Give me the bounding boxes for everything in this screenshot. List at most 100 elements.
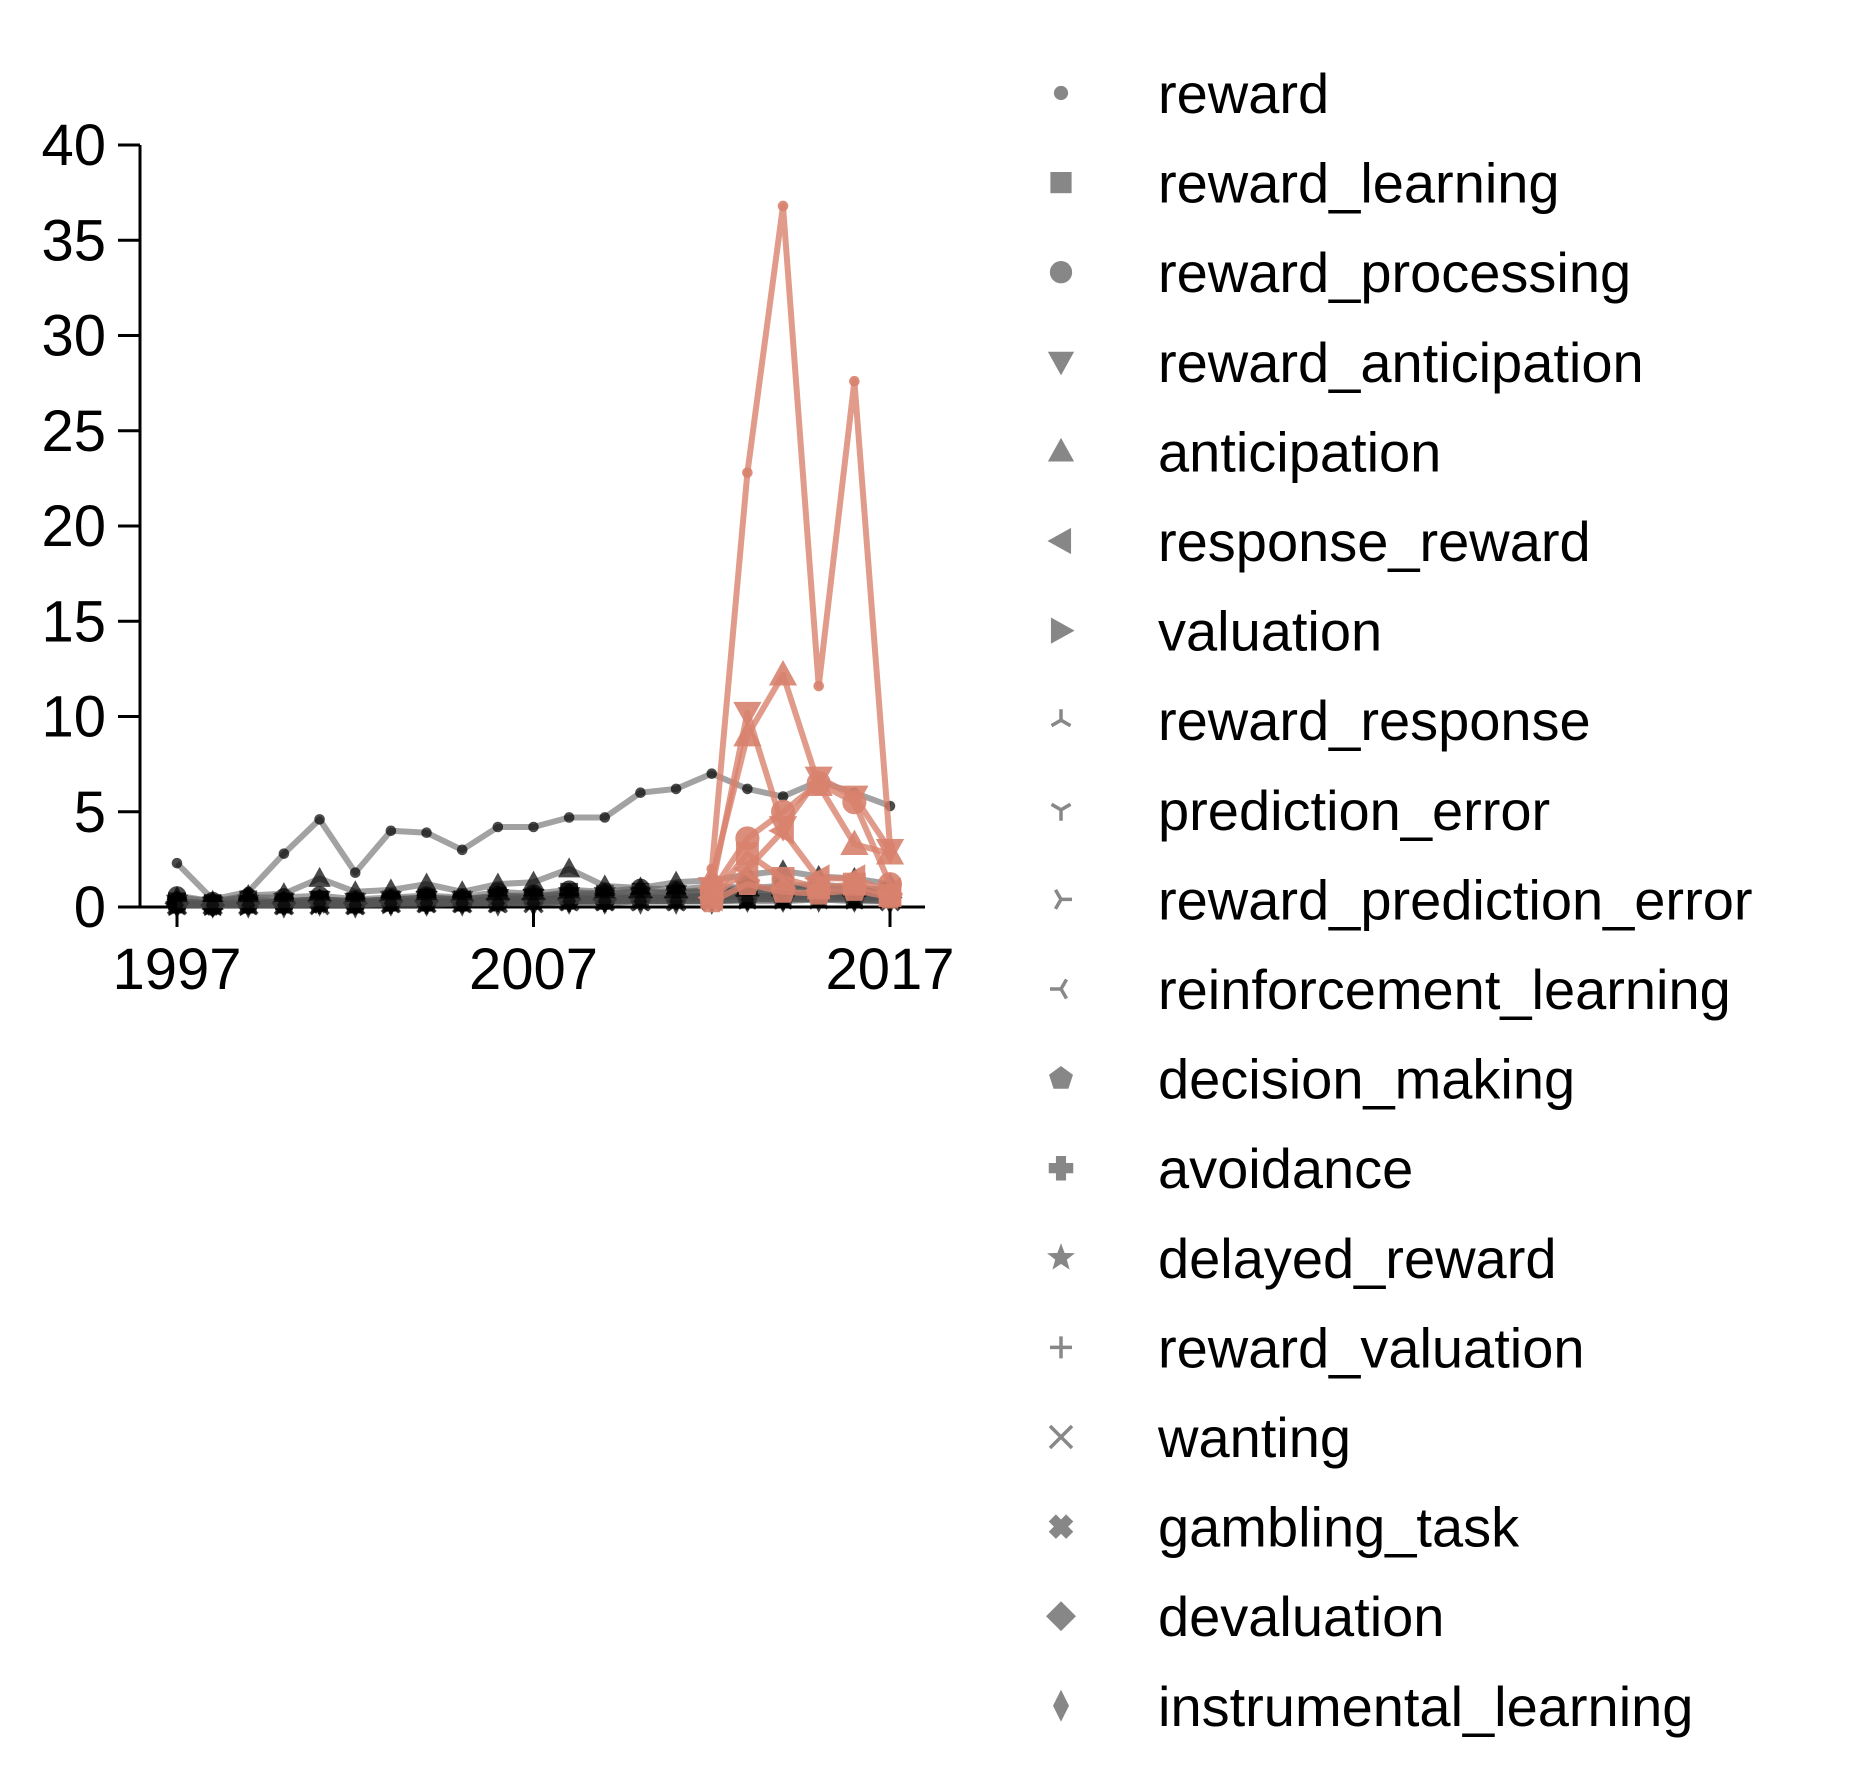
data-point <box>669 887 683 915</box>
legend-item-reward-prediction-error: reward_prediction_error <box>1053 868 1753 931</box>
highlight-point <box>806 771 831 796</box>
data-point <box>384 889 398 917</box>
data-point <box>314 814 325 825</box>
legend-item-reward-response: reward_response <box>1050 689 1591 752</box>
highlight-point <box>742 467 753 478</box>
legend-marker <box>1053 85 1069 101</box>
y-tick-label: 35 <box>41 208 106 273</box>
legend-marker <box>1049 1066 1073 1089</box>
data-point <box>670 783 682 795</box>
y-tick-label: 30 <box>41 304 106 369</box>
legend-label: delayed_reward <box>1158 1227 1556 1290</box>
y-tick-label: 20 <box>41 494 106 559</box>
data-point <box>278 848 290 859</box>
data-point <box>171 857 183 869</box>
highlight-point <box>875 839 905 865</box>
legend-label: reward_processing <box>1158 241 1631 304</box>
axes: 0 5 10 15 20 25 30 35 40 1997 2007 2017 <box>41 113 954 1002</box>
legend-label: gambling_task <box>1158 1496 1520 1559</box>
legend-item-avoidance: avoidance <box>1048 1137 1413 1200</box>
legend-marker <box>1048 1155 1074 1181</box>
x-tick-label: 2007 <box>469 937 598 1002</box>
legend-item-reward-anticipation: reward_anticipation <box>1047 331 1644 394</box>
highlight-point <box>777 200 789 212</box>
legend-marker <box>1047 527 1072 555</box>
legend-item-delayed-reward: delayed_reward <box>1047 1227 1556 1290</box>
y-tick-label: 15 <box>41 589 106 654</box>
y-tick-label: 25 <box>41 399 106 464</box>
legend-label: reward_response <box>1158 689 1591 752</box>
data-point <box>241 891 256 919</box>
legend-label: reinforcement_learning <box>1158 958 1731 1021</box>
data-point <box>706 768 718 779</box>
legend-marker <box>1050 978 1069 1000</box>
data-point <box>421 827 432 839</box>
y-tick-label: 10 <box>41 685 106 750</box>
legend-marker <box>1046 1601 1076 1632</box>
data-point <box>562 887 576 915</box>
data-point <box>419 889 434 917</box>
data-point <box>205 891 220 919</box>
data-point <box>312 889 327 917</box>
highlight-point <box>840 829 869 855</box>
highlight-point <box>770 878 796 903</box>
y-tick-label: 0 <box>74 875 106 940</box>
legend-item-reward-valuation: reward_valuation <box>1050 1316 1584 1379</box>
legend-item-reward: reward <box>1053 62 1329 125</box>
data-point <box>349 867 361 879</box>
legend-item-devaluation: devaluation <box>1046 1585 1444 1648</box>
data-point <box>455 889 469 917</box>
data-point <box>557 857 581 878</box>
legend-marker <box>1050 617 1075 644</box>
legend: reward reward_learning reward_processingre… <box>1046 62 1753 1738</box>
highlight-point <box>849 375 860 387</box>
legend-label: devaluation <box>1158 1585 1444 1648</box>
legend-label: reward_learning <box>1158 152 1560 215</box>
highlight-point <box>841 876 868 901</box>
highlight-point <box>733 701 762 728</box>
legend-item-response-reward: response_reward <box>1047 510 1591 573</box>
legend-label: valuation <box>1158 600 1382 663</box>
legend-marker <box>1050 1336 1072 1359</box>
highlight-series-decision-making <box>698 870 903 913</box>
highlight-point <box>733 720 762 747</box>
highlight-point <box>734 870 761 896</box>
legend-item-decision-making: decision_making <box>1049 1048 1575 1111</box>
data-point <box>599 812 611 823</box>
legend-item-wanting: wanting <box>1048 1406 1351 1469</box>
legend-marker <box>1053 889 1072 910</box>
data-point <box>277 891 291 919</box>
legend-label: prediction_error <box>1158 779 1550 842</box>
legend-marker <box>1047 351 1075 376</box>
highlight-point <box>877 883 903 909</box>
data-point <box>492 821 504 833</box>
data-point <box>348 891 362 919</box>
legend-marker <box>1050 802 1072 821</box>
legend-label: anticipation <box>1158 420 1441 483</box>
legend-item-reward-learning: reward_learning <box>1050 152 1560 215</box>
legend-label: instrumental_learning <box>1158 1675 1693 1738</box>
legend-label: reward_anticipation <box>1158 331 1644 394</box>
legend-item-reward-processing: reward_processing <box>1049 241 1631 304</box>
highlight-point <box>768 816 794 845</box>
legend-item-gambling-task: gambling_task <box>1048 1496 1520 1559</box>
legend-label: reward <box>1158 62 1329 125</box>
highlight-layer <box>697 200 905 913</box>
legend-marker <box>1048 1424 1074 1450</box>
data-point <box>777 791 789 802</box>
legend-label: avoidance <box>1158 1137 1413 1200</box>
legend-label: decision_making <box>1158 1048 1575 1111</box>
legend-marker <box>1050 172 1072 194</box>
highlight-point <box>842 790 867 815</box>
legend-marker <box>1053 1689 1069 1722</box>
data-point <box>170 891 184 919</box>
legend-marker <box>1049 261 1073 284</box>
legend-label: reward_prediction_error <box>1158 868 1753 931</box>
y-tick-label: 40 <box>41 113 106 178</box>
legend-item-reinforcement-learning: reinforcement_learning <box>1050 958 1731 1021</box>
legend-marker <box>1048 1514 1074 1539</box>
highlight-line <box>708 203 893 870</box>
y-tick-label: 5 <box>74 780 106 845</box>
data-point <box>528 821 539 833</box>
data-point <box>385 825 397 837</box>
